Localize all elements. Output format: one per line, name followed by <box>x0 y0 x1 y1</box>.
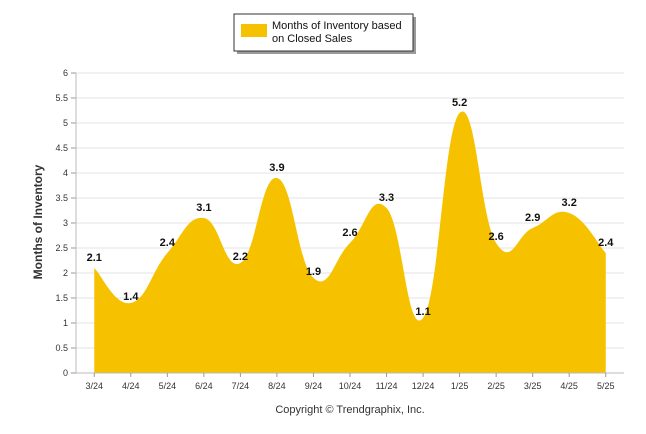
x-tick-label: 7/24 <box>232 381 250 391</box>
x-tick-label: 8/24 <box>268 381 286 391</box>
x-tick-label: 12/24 <box>412 381 435 391</box>
data-label: 1.9 <box>306 266 321 278</box>
y-tick-label: 5.5 <box>55 93 68 103</box>
x-tick-label: 10/24 <box>339 381 362 391</box>
x-tick-label: 4/25 <box>560 381 578 391</box>
data-label: 2.6 <box>488 231 503 243</box>
data-label: 2.1 <box>87 252 102 264</box>
area-series <box>94 111 606 373</box>
data-label: 2.2 <box>233 251 248 263</box>
x-tick-label: 2/25 <box>487 381 505 391</box>
y-tick-label: 2.5 <box>55 243 68 253</box>
y-tick-label: 4.5 <box>55 143 68 153</box>
data-label: 3.9 <box>269 162 284 174</box>
y-tick-label: 5 <box>63 118 68 128</box>
legend-swatch <box>241 24 267 37</box>
y-tick-label: 1 <box>63 318 68 328</box>
x-tick-label: 11/24 <box>376 381 398 391</box>
data-label: 5.2 <box>452 97 467 109</box>
y-tick-label: 1.5 <box>55 293 68 303</box>
legend: Months of Inventory based on Closed Sale… <box>233 13 416 54</box>
y-tick-label: 0 <box>63 368 68 378</box>
y-tick-label: 2 <box>63 268 68 278</box>
data-label: 1.1 <box>415 306 430 318</box>
data-label: 3.1 <box>196 202 211 214</box>
x-tick-label: 4/24 <box>122 381 140 391</box>
data-label: 3.2 <box>562 197 577 209</box>
data-labels: 2.1 1.4 2.4 3.1 2.2 3.9 1.9 2.6 3.3 1.1 5.2 2.6 2.9 3… <box>87 97 615 318</box>
data-label: 3.3 <box>379 192 394 204</box>
y-tick-label: 4 <box>63 168 68 178</box>
legend-label-line1: Months of Inventory based <box>272 20 402 32</box>
legend-label-line2: on Closed Sales <box>272 33 353 45</box>
x-tick-label: 5/24 <box>159 381 177 391</box>
y-tick-label: 3 <box>63 218 68 228</box>
y-tick-label: 6 <box>63 68 68 78</box>
area-fill <box>94 111 606 373</box>
x-tick-label: 1/25 <box>451 381 469 391</box>
data-label: 1.4 <box>123 291 139 303</box>
data-label: 2.9 <box>525 212 540 224</box>
y-tick-label: 3.5 <box>55 193 68 203</box>
x-tick-label: 3/25 <box>524 381 542 391</box>
copyright-text: Copyright © Trendgraphix, Inc. <box>275 404 424 416</box>
x-tick-label: 6/24 <box>195 381 213 391</box>
y-tick-label: 0.5 <box>55 343 68 353</box>
x-tick-labels: 3/24 4/24 5/24 6/24 7/24 8/24 9/24 10/24 11/24 12… <box>86 373 615 391</box>
data-label: 2.6 <box>342 227 357 239</box>
x-tick-label: 9/24 <box>305 381 323 391</box>
y-axis-label: Months of Inventory <box>31 164 45 279</box>
x-tick-label: 5/25 <box>597 381 615 391</box>
data-label: 2.4 <box>598 237 614 249</box>
x-tick-label: 3/24 <box>86 381 104 391</box>
y-tick-labels: 0 0.5 1 1.5 2 2.5 3 3.5 4 4.5 5 5.5 6 <box>55 68 68 378</box>
data-label: 2.4 <box>160 237 176 249</box>
